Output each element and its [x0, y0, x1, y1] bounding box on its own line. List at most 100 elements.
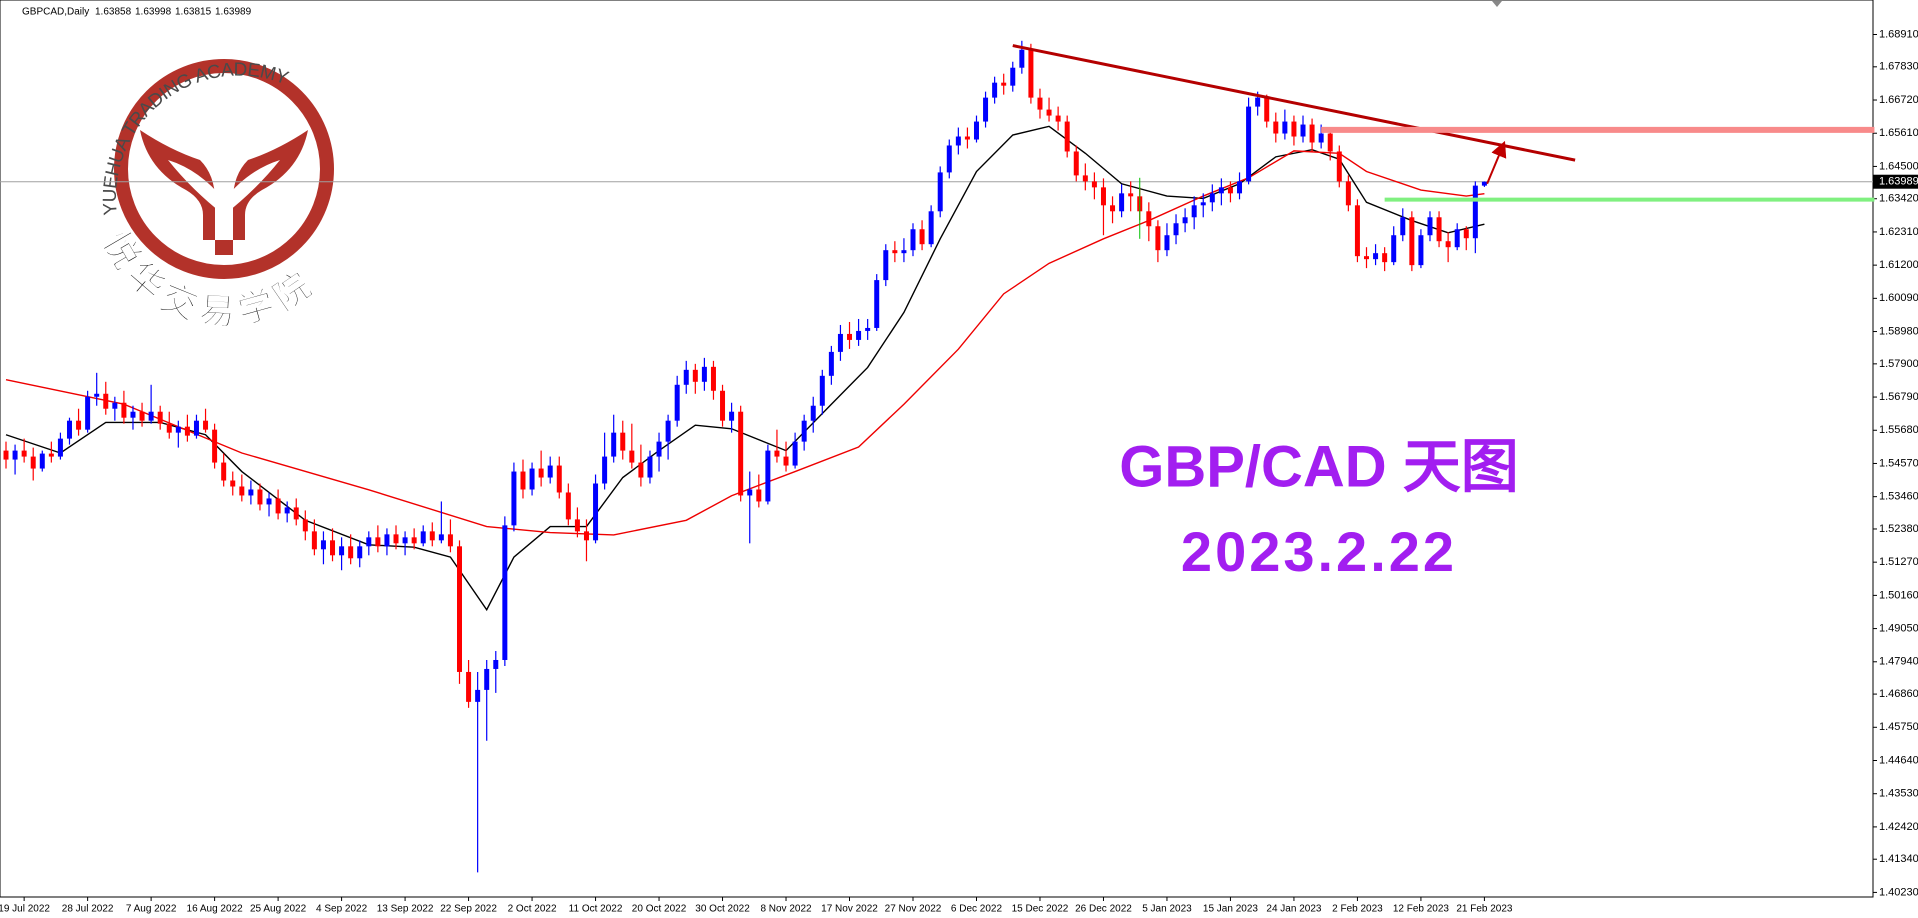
x-tick-label: 27 Nov 2022: [885, 904, 942, 915]
x-tick-label: 22 Sep 2022: [440, 904, 497, 915]
candle-body: [1237, 181, 1243, 194]
candle-body: [457, 546, 462, 672]
price-label-box: [1873, 174, 1918, 189]
candle-body: [629, 450, 635, 463]
candle-body: [48, 453, 54, 457]
y-tick-label: 1.41340: [1879, 853, 1918, 865]
candle-body: [230, 480, 236, 487]
candle-body: [475, 689, 481, 702]
y-tick-label: 1.60090: [1879, 292, 1918, 304]
y-tick-label: 1.40230: [1879, 886, 1918, 898]
candle-body: [266, 498, 272, 505]
candle-body: [892, 250, 898, 254]
candle-body: [583, 531, 589, 541]
x-tick-label: 30 Oct 2022: [695, 904, 750, 915]
candle-body: [357, 546, 363, 559]
candle-body: [203, 420, 209, 430]
candle-body: [12, 450, 18, 460]
moving-average: [5, 125, 1485, 612]
candle-body: [1164, 235, 1170, 251]
logo-ring: [114, 59, 334, 279]
candle-body: [1255, 97, 1261, 107]
candle-body: [112, 402, 118, 409]
x-tick-label: 13 Sep 2022: [377, 904, 434, 915]
candle-body: [756, 489, 762, 502]
candle-body: [1037, 97, 1043, 110]
x-tick-label: 5 Jan 2023: [1142, 904, 1192, 915]
candle-body: [1218, 187, 1224, 194]
candle-body: [1055, 115, 1061, 122]
x-tick-label: 2 Oct 2022: [508, 904, 557, 915]
candle-body: [1382, 253, 1388, 263]
candle-body: [602, 456, 608, 484]
quote-value: 1.63989: [215, 7, 252, 18]
logo-mark-inner: [168, 160, 280, 215]
candle-body: [139, 411, 145, 421]
x-tick-label: 15 Jan 2023: [1203, 904, 1258, 915]
candle-body: [874, 280, 880, 328]
candle-body: [275, 498, 281, 514]
candle-body: [212, 429, 218, 463]
shift-marker: [1492, 1, 1502, 7]
candle-body: [620, 432, 626, 451]
y-tick-label: 1.42420: [1879, 821, 1918, 833]
candle-body: [1064, 121, 1070, 152]
candle-body: [801, 420, 807, 442]
candle-body: [1373, 253, 1379, 260]
x-tick-label: 24 Jan 2023: [1266, 904, 1321, 915]
candle-body: [1445, 241, 1451, 248]
candle-body: [1082, 175, 1088, 182]
candle-body: [983, 97, 989, 122]
candle-body: [248, 489, 254, 496]
y-tick-label: 1.54570: [1879, 457, 1918, 469]
candle-body: [729, 411, 735, 421]
candle-body: [1010, 67, 1016, 86]
y-tick-label: 1.68910: [1879, 28, 1918, 40]
candle-body: [57, 438, 63, 457]
x-tick-label: 16 Aug 2022: [187, 904, 244, 915]
logo-mark: [140, 130, 308, 255]
candle-body: [1327, 133, 1333, 152]
candle-body: [1028, 49, 1034, 98]
candle-body: [85, 396, 91, 430]
x-tick-label: 7 Aug 2022: [126, 904, 177, 915]
candle-body: [774, 450, 780, 457]
y-tick-label: 1.46860: [1879, 688, 1918, 700]
candle-body: [665, 420, 671, 442]
candle-body: [493, 659, 499, 669]
x-tick-label: 12 Feb 2023: [1393, 904, 1450, 915]
x-tick-label: 25 Aug 2022: [250, 904, 307, 915]
y-tick-label: 1.67830: [1879, 61, 1918, 73]
candle-body: [293, 507, 299, 520]
candle-body: [520, 471, 526, 490]
candle-body: [1400, 217, 1406, 236]
candle-body: [1309, 124, 1315, 143]
candle-body: [366, 537, 372, 547]
arrow: [1486, 140, 1507, 185]
candle-body: [375, 537, 381, 547]
candle-body: [656, 441, 662, 457]
overlay-date: 2023.2.22: [1181, 520, 1457, 583]
y-tick-label: 1.63420: [1879, 193, 1918, 205]
candle-body: [937, 172, 943, 212]
candle-body: [611, 432, 617, 457]
candle-body: [311, 531, 317, 550]
candle-body: [901, 250, 907, 254]
x-tick-label: 20 Oct 2022: [632, 904, 687, 915]
x-tick-label: 28 Jul 2022: [62, 904, 114, 915]
x-tick-label: 11 Oct 2022: [569, 904, 623, 915]
candle-body: [302, 519, 308, 532]
candle-body: [1110, 205, 1116, 212]
x-tick-label: 17 Nov 2022: [821, 904, 878, 915]
y-tick-label: 1.52380: [1879, 523, 1918, 535]
candle-body: [1273, 121, 1279, 134]
candle-body: [1264, 97, 1270, 122]
candle-body: [447, 534, 453, 547]
candle-body: [847, 333, 853, 340]
candle-body: [547, 465, 553, 478]
symbol-title: GBPCAD,Daily: [22, 7, 89, 18]
y-tick-label: 1.44640: [1879, 754, 1918, 766]
plot-area: [0, 0, 1874, 898]
candle-body: [1182, 217, 1188, 224]
y-tick-label: 1.56790: [1879, 391, 1918, 403]
